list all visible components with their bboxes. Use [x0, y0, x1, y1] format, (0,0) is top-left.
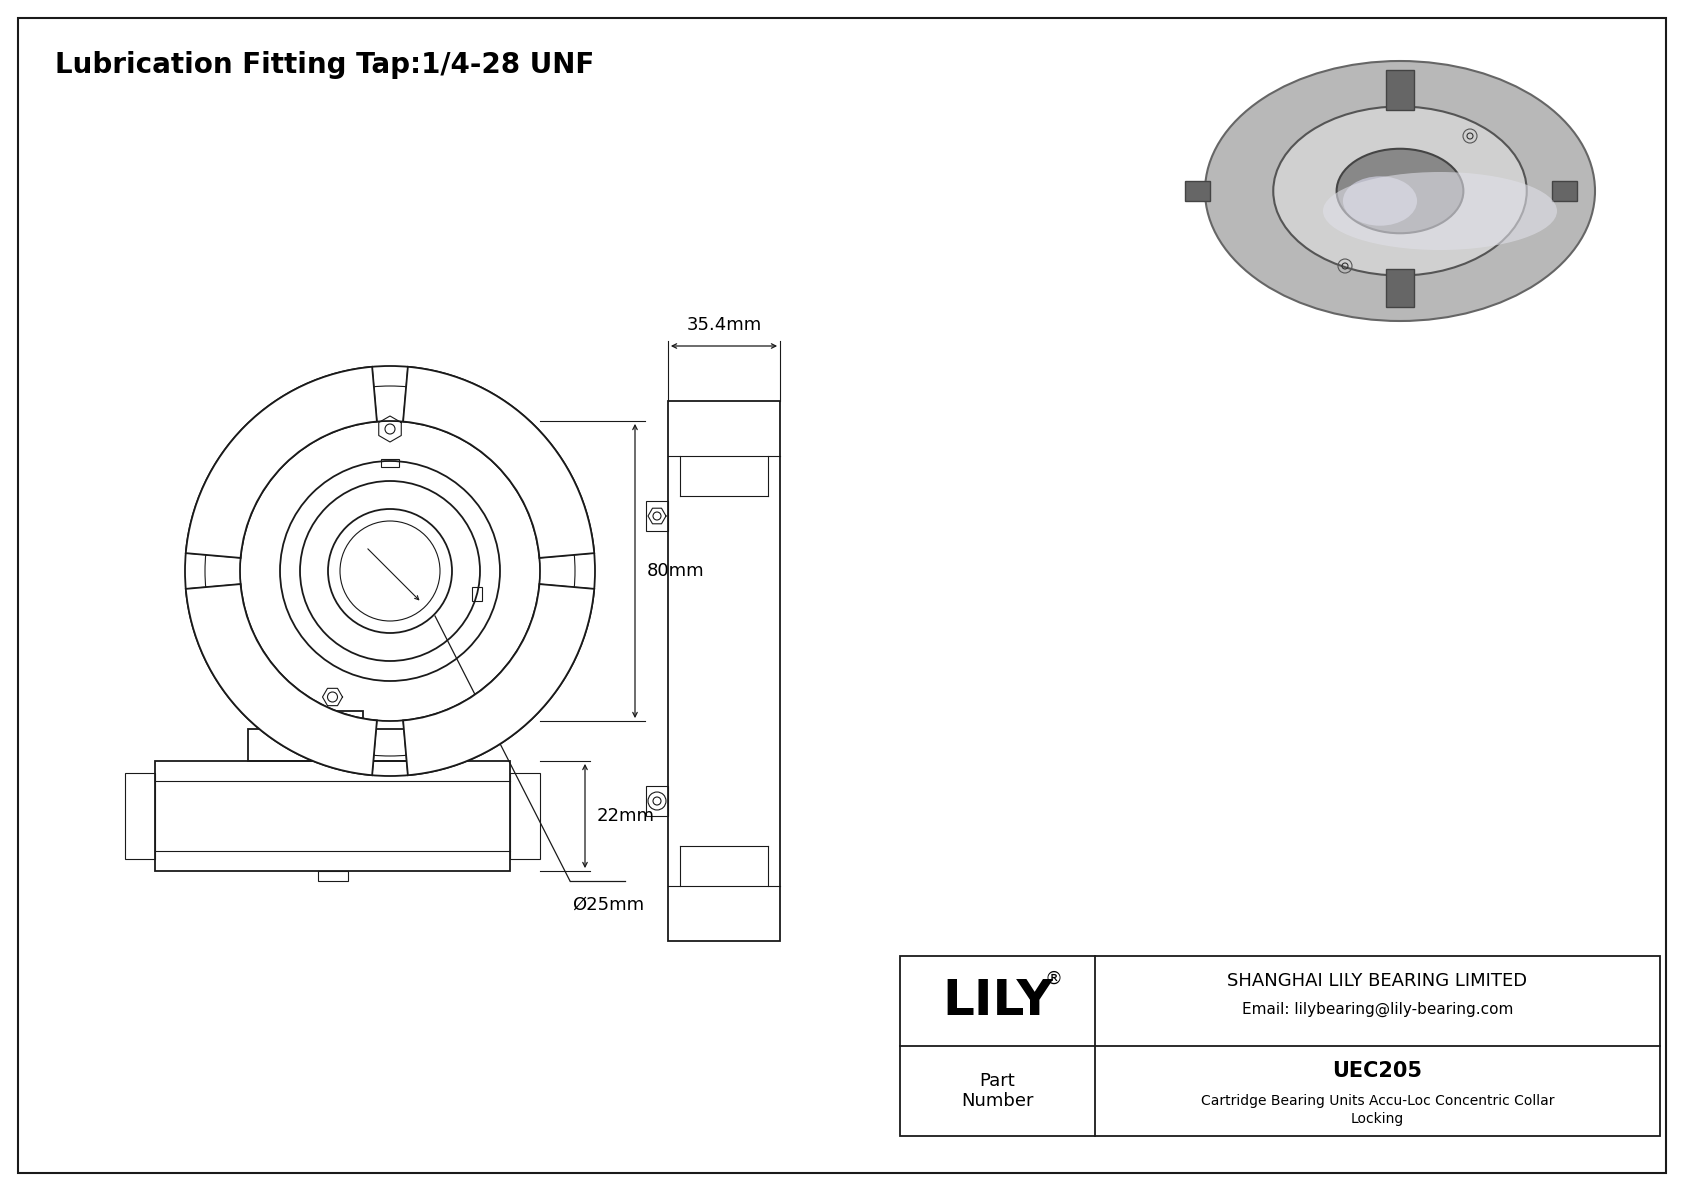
Bar	[303, 711, 362, 729]
Wedge shape	[402, 584, 594, 775]
Text: Ø25mm: Ø25mm	[573, 896, 643, 913]
Bar	[125, 773, 155, 859]
Text: Cartridge Bearing Units Accu-Loc Concentric Collar: Cartridge Bearing Units Accu-Loc Concent…	[1201, 1095, 1554, 1108]
Bar	[1386, 70, 1415, 111]
Text: Lubrication Fitting Tap:1/4-28 UNF: Lubrication Fitting Tap:1/4-28 UNF	[56, 51, 594, 79]
Ellipse shape	[1342, 176, 1416, 226]
Text: Email: lilybearing@lily-bearing.com: Email: lilybearing@lily-bearing.com	[1241, 1002, 1514, 1017]
Bar	[669, 401, 780, 941]
Text: 80mm: 80mm	[647, 562, 704, 580]
Wedge shape	[185, 584, 377, 775]
Text: 22mm: 22mm	[598, 807, 655, 825]
Bar	[647, 501, 669, 531]
Bar	[1186, 181, 1211, 201]
Bar	[1386, 269, 1415, 306]
Ellipse shape	[1324, 172, 1558, 250]
Bar	[1553, 181, 1578, 201]
Text: UEC205: UEC205	[1332, 1061, 1423, 1081]
Wedge shape	[402, 367, 594, 557]
Text: Locking: Locking	[1351, 1112, 1404, 1125]
Bar	[472, 587, 482, 601]
Ellipse shape	[1337, 149, 1463, 233]
Ellipse shape	[1206, 61, 1595, 322]
Text: ®: ®	[1044, 969, 1063, 989]
Bar	[318, 871, 347, 881]
Text: Part
Number: Part Number	[962, 1072, 1034, 1110]
Bar	[248, 729, 418, 761]
Bar	[155, 761, 510, 871]
Ellipse shape	[1273, 106, 1527, 275]
Text: 35.4mm: 35.4mm	[687, 316, 761, 333]
Bar	[647, 786, 669, 816]
Bar	[899, 956, 1660, 1136]
Bar	[381, 459, 399, 467]
Text: SHANGHAI LILY BEARING LIMITED: SHANGHAI LILY BEARING LIMITED	[1228, 972, 1527, 990]
Wedge shape	[185, 367, 377, 557]
Bar	[510, 773, 541, 859]
Text: LILY: LILY	[941, 977, 1052, 1025]
